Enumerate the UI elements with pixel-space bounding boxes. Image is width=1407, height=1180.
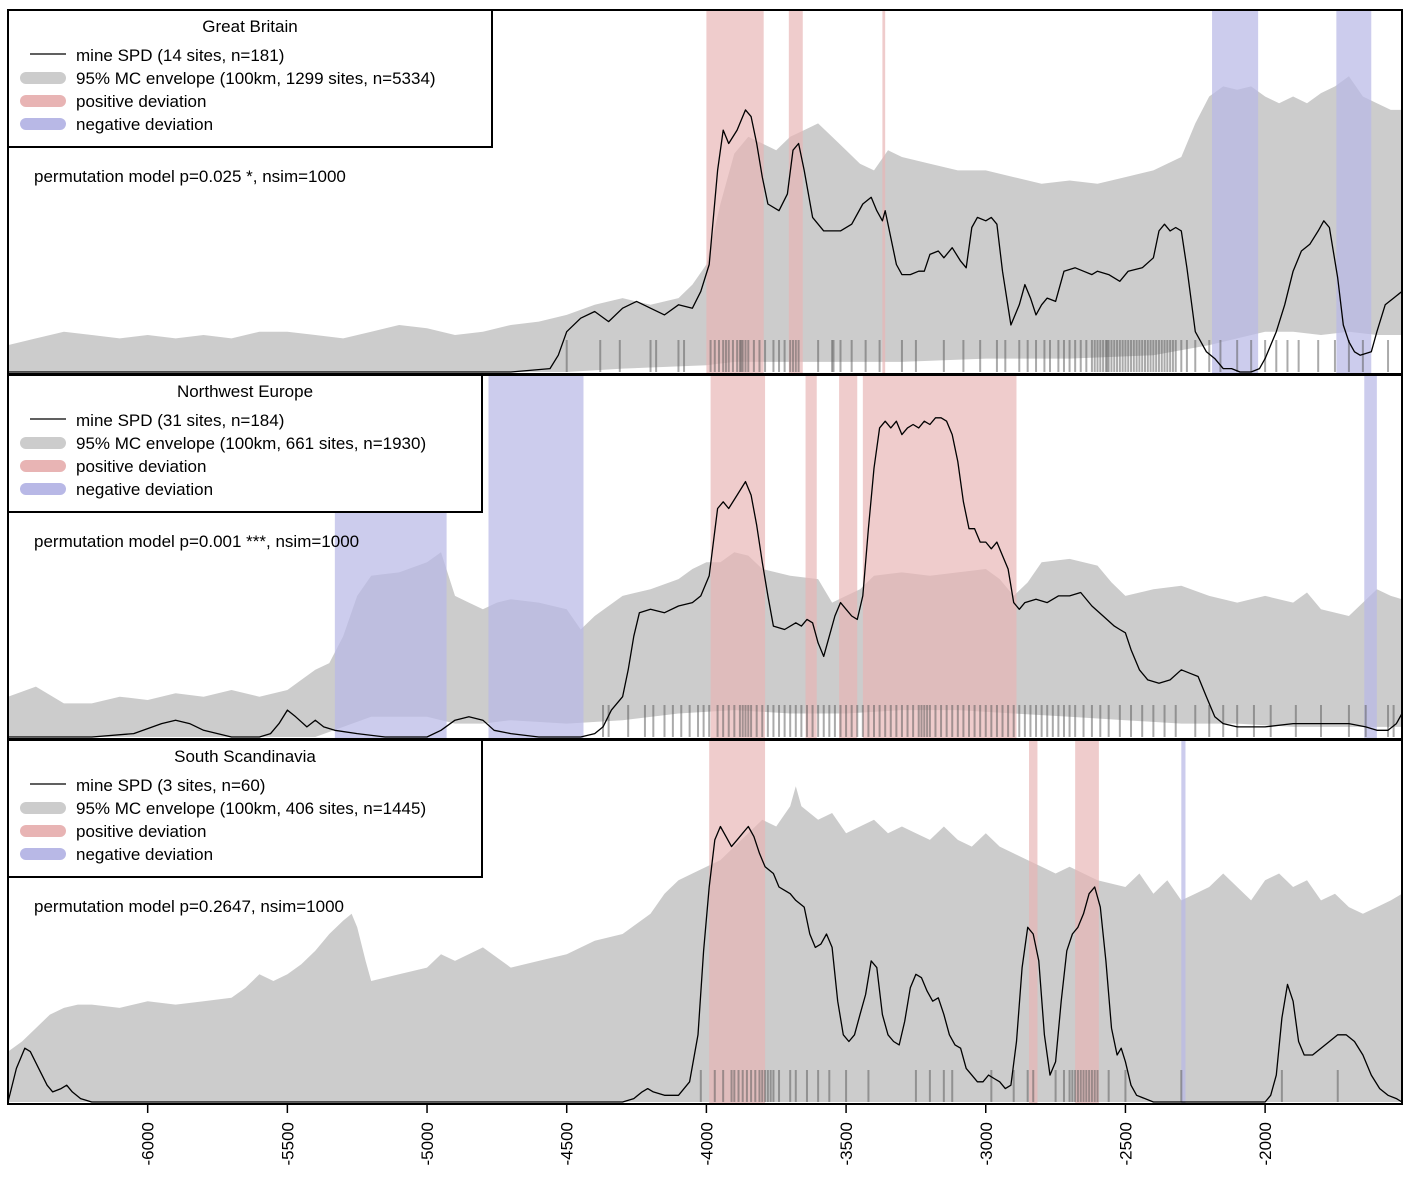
positive-deviation-band xyxy=(710,375,766,739)
x-axis-tick-label: -2500 xyxy=(1116,1122,1135,1165)
positive-deviation-band xyxy=(839,375,858,739)
x-axis-tick-label: -5000 xyxy=(418,1122,437,1165)
x-axis-tick-label: -3000 xyxy=(977,1122,996,1165)
spd-line xyxy=(8,417,1402,738)
x-axis-tick-label: -6000 xyxy=(139,1122,158,1165)
panel-frame xyxy=(7,739,1403,1105)
panel-great-britain: Great Britain mine SPD (14 sites, n=181) 9… xyxy=(7,9,1403,375)
legend-negative-label: negative deviation xyxy=(76,480,213,499)
legend-title: Northwest Europe xyxy=(177,382,313,401)
legend-envelope-label: 95% MC envelope (100km, 1299 sites, n=53… xyxy=(76,69,436,88)
legend-envelope-label: 95% MC envelope (100km, 406 sites, n=144… xyxy=(76,799,426,818)
positive-deviation-band xyxy=(862,375,1017,739)
legend-negative-label: negative deviation xyxy=(76,845,213,864)
legend-spd-label: mine SPD (31 sites, n=184) xyxy=(76,411,284,430)
negative-deviation-band xyxy=(1181,740,1186,1104)
spd-line xyxy=(8,825,1402,1103)
positive-deviation-band xyxy=(882,10,886,374)
x-axis-tick-label: -4500 xyxy=(558,1122,577,1165)
negative-deviation-band xyxy=(1364,375,1377,739)
x-axis-tick-label: -4000 xyxy=(697,1122,716,1165)
positive-deviation-band xyxy=(1075,740,1099,1104)
legend-negative-label: negative deviation xyxy=(76,115,213,134)
mc-envelope-area xyxy=(8,552,1402,737)
x-axis: -6000 -5500 -5000 -4500 -4000 -3500 -3000 -2500… xyxy=(139,1104,1275,1165)
positive-deviation-band xyxy=(788,10,803,374)
legend-spd-label: mine SPD (14 sites, n=181) xyxy=(76,46,284,65)
positive-deviation-band xyxy=(709,740,766,1104)
legend-spd-label: mine SPD (3 sites, n=60) xyxy=(76,776,265,795)
x-axis-tick-label: -2000 xyxy=(1256,1122,1275,1165)
legend-positive-label: positive deviation xyxy=(76,92,206,111)
positive-deviation-band xyxy=(805,375,817,739)
legend: South Scandinavia mine SPD (3 sites, n=60… xyxy=(7,739,483,878)
mc-envelope-area xyxy=(8,76,1402,373)
legend-positive-label: positive deviation xyxy=(76,457,206,476)
panel-south-scandinavia: South Scandinavia mine SPD (3 sites, n=60… xyxy=(7,739,1403,1105)
mc-envelope-area xyxy=(8,786,1402,1102)
positive-deviation-band xyxy=(706,10,764,374)
legend-envelope-label: 95% MC envelope (100km, 661 sites, n=193… xyxy=(76,434,426,453)
plot-area xyxy=(8,740,1402,1104)
x-axis-tick-label: -3500 xyxy=(837,1122,856,1165)
plot-area xyxy=(8,10,1402,374)
negative-deviation-band xyxy=(1336,10,1372,374)
legend: Northwest Europe mine SPD (31 sites, n=18… xyxy=(7,374,483,513)
legend-box xyxy=(7,374,483,513)
legend-box xyxy=(7,739,483,878)
spd-line xyxy=(8,109,1402,373)
chart-panels: Great Britain mine SPD (14 sites, n=181) 9… xyxy=(7,9,1403,1105)
permutation-test-label: permutation model p=0.2647, nsim=1000 xyxy=(34,897,344,916)
x-axis-tick-label: -5500 xyxy=(278,1122,297,1165)
negative-deviation-band xyxy=(1212,10,1259,374)
panel-northwest-europe: Northwest Europe mine SPD (31 sites, n=18… xyxy=(7,374,1403,740)
legend-title: Great Britain xyxy=(202,17,297,36)
legend-positive-label: positive deviation xyxy=(76,822,206,841)
permutation-test-label: permutation model p=0.001 ***, nsim=1000 xyxy=(34,532,359,551)
plot-area xyxy=(8,375,1402,739)
legend-title: South Scandinavia xyxy=(174,747,316,766)
legend: Great Britain mine SPD (14 sites, n=181) 9… xyxy=(7,9,493,148)
positive-deviation-band xyxy=(1029,740,1038,1104)
negative-deviation-band xyxy=(488,375,584,739)
permutation-test-label: permutation model p=0.025 *, nsim=1000 xyxy=(34,167,346,186)
